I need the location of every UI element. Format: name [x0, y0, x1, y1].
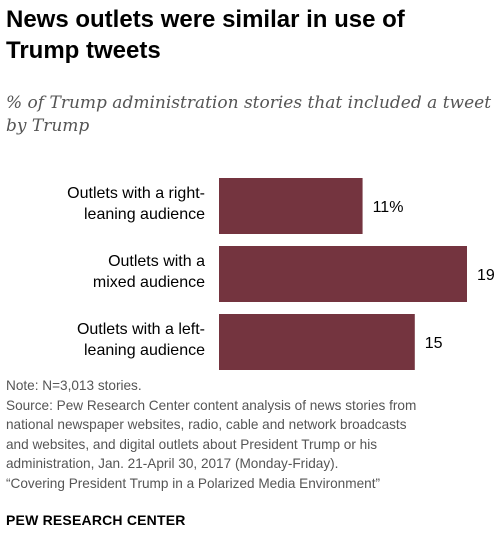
chart-notes: Note: N=3,013 stories. Source: Pew Resea…: [6, 376, 498, 493]
chart-title: News outlets were similar in use of Trum…: [6, 4, 486, 66]
category-label-line: Outlets with a right-: [67, 185, 205, 202]
source-line-5: “Covering President Trump in a Polarized…: [6, 475, 380, 491]
subtitle-line-2: by Trump: [6, 116, 90, 136]
value-label-1: 11%: [373, 199, 404, 216]
category-label-2: Outlets with a mixed audience: [93, 253, 205, 291]
category-label-line: leaning audience: [84, 342, 205, 359]
category-label-3: Outlets with a left-leaning audience: [77, 321, 205, 359]
chart-subtitle: % of Trump administration stories that i…: [6, 92, 494, 138]
category-label-line: mixed audience: [93, 274, 205, 291]
bar-1: [219, 178, 363, 234]
category-label-line: leaning audience: [84, 206, 205, 223]
pew-logo-text: PEW RESEARCH CENTER: [6, 512, 186, 528]
value-label-2: 19: [477, 267, 495, 284]
bar-3: [219, 314, 415, 370]
source-line-4: administration, Jan. 21-April 30, 2017 (…: [6, 456, 339, 471]
category-label-line: Outlets with a: [108, 253, 205, 270]
category-label-1: Outlets with a right-leaning audience: [67, 185, 205, 223]
subtitle-line-1: % of Trump administration stories that i…: [6, 93, 492, 113]
bar-2: [219, 246, 467, 302]
source-line-3: and websites, and digital outlets about …: [6, 436, 378, 452]
category-label-line: Outlets with a left-: [77, 321, 205, 338]
value-label-3: 15: [425, 335, 443, 352]
bar-chart: 11% Outlets with a right-leaning audience…: [67, 178, 495, 370]
note-line: Note: N=3,013 stories.: [6, 378, 142, 393]
source-line-1: Source: Pew Research Center content anal…: [6, 397, 417, 413]
source-line-2: national newspaper websites, radio, cabl…: [6, 417, 407, 432]
title-line-2: Trump tweets: [6, 37, 161, 64]
title-line-1: News outlets were similar in use of: [6, 6, 405, 33]
